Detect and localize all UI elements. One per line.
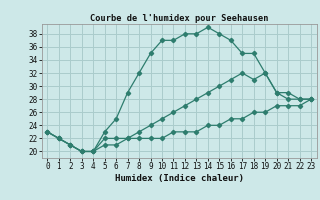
Title: Courbe de l'humidex pour Seehausen: Courbe de l'humidex pour Seehausen	[90, 14, 268, 23]
X-axis label: Humidex (Indice chaleur): Humidex (Indice chaleur)	[115, 174, 244, 183]
